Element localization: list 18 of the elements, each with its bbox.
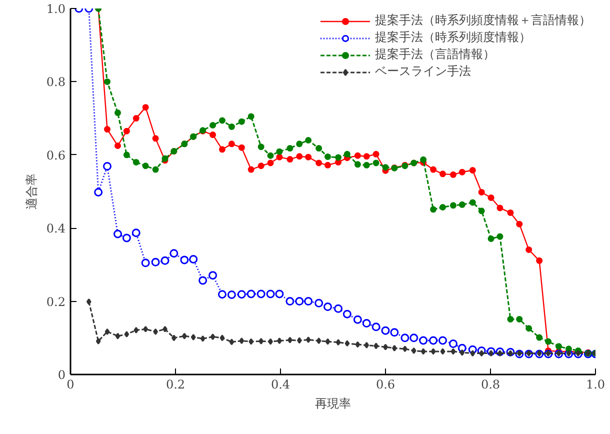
x-tick-label: 0 [66, 378, 74, 392]
y-tick-label: 0.4 [46, 222, 66, 236]
y-axis-title: 適合率 [24, 174, 38, 210]
legend-label: 提案手法（時系列頻度情報＋言語情報） [375, 12, 591, 29]
x-tick-label: 1.0 [586, 378, 606, 392]
y-tick-label: 0.6 [46, 148, 66, 162]
y-tick-label: 1.0 [46, 2, 66, 16]
x-tick-label: 0.6 [376, 378, 396, 392]
x-tick-label: 0.8 [480, 378, 500, 392]
y-tick-label: 0.8 [46, 75, 66, 90]
legend-label: 提案手法（時系列頻度情報） [375, 29, 531, 46]
legend-label: ベースライン手法 [375, 63, 471, 80]
x-tick-label: 0.4 [270, 378, 290, 392]
y-tick-label: 0 [58, 368, 66, 382]
x-tick-label: 0.2 [166, 378, 186, 392]
x-axis-title: 再現率 [315, 396, 351, 410]
legend-label: 提案手法（言語情報） [375, 46, 495, 63]
y-tick-label: 0.2 [46, 294, 66, 309]
